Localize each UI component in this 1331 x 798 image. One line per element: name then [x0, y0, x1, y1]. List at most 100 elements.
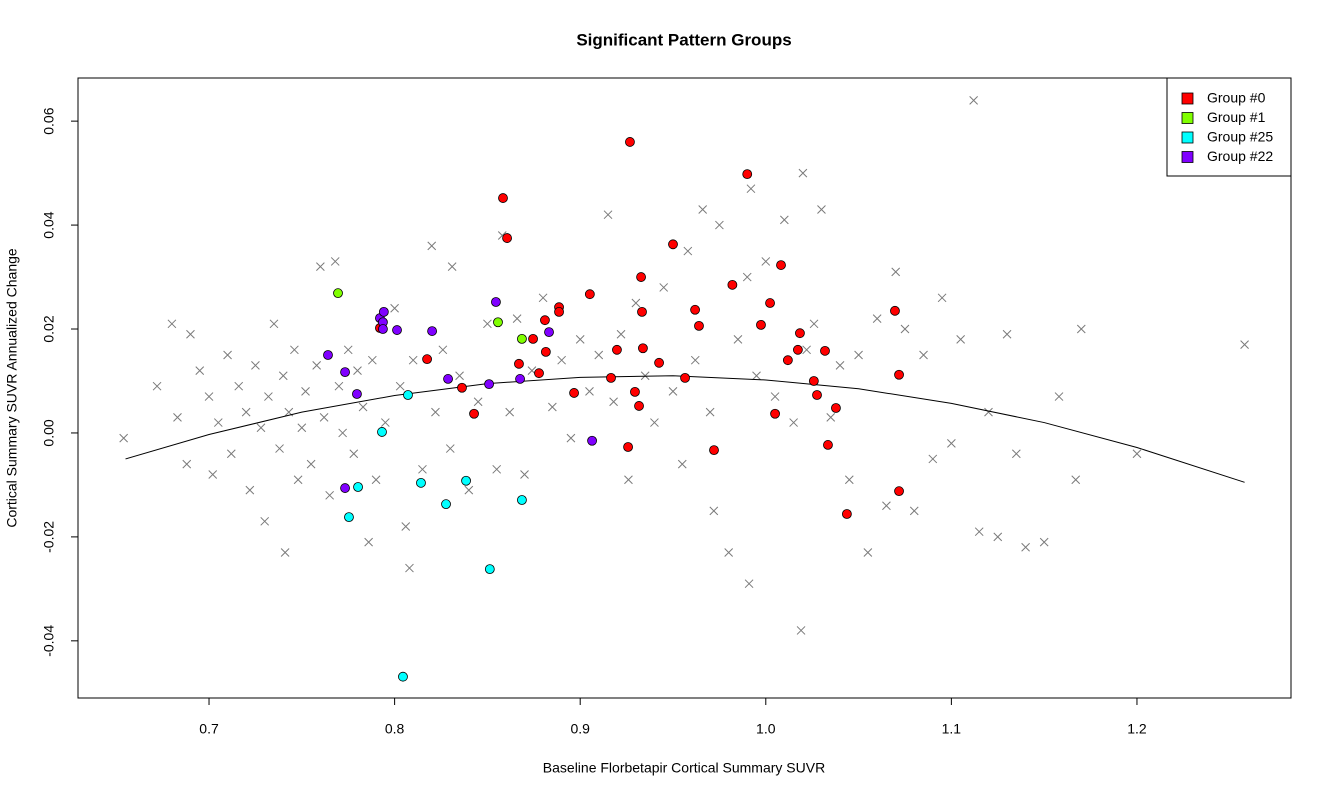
point-x: [538, 293, 548, 303]
point-x: [733, 335, 743, 344]
point: [392, 325, 402, 335]
point-x: [301, 387, 310, 396]
point-x: [464, 485, 474, 495]
point-x: [401, 522, 411, 531]
point: [630, 386, 640, 397]
point: [378, 306, 389, 317]
point-x: [796, 626, 806, 635]
point: [808, 376, 819, 386]
point-x: [1002, 329, 1012, 339]
point: [398, 671, 408, 682]
point-x: [709, 506, 719, 516]
point-x: [256, 423, 266, 433]
point-x: [173, 413, 182, 422]
point-x: [928, 454, 938, 464]
point: [540, 346, 551, 357]
point: [890, 305, 900, 316]
point-x: [798, 168, 808, 178]
point: [694, 320, 704, 331]
point-x: [319, 413, 329, 422]
y-tick-label: 0.06: [41, 107, 57, 134]
point-x: [770, 392, 780, 401]
point-x: [854, 350, 863, 360]
point-x: [395, 381, 405, 391]
point-x: [594, 350, 604, 360]
point-x: [293, 475, 303, 485]
point-x: [882, 501, 891, 511]
point: [742, 169, 753, 180]
point-x: [909, 506, 919, 516]
x-tick-label: 1.2: [1127, 721, 1147, 737]
point: [894, 486, 904, 497]
legend-label: Group #1: [1207, 109, 1266, 125]
point-x: [557, 355, 566, 365]
point-x: [492, 464, 502, 474]
point-x: [427, 241, 437, 251]
point-x: [746, 184, 756, 194]
point: [623, 442, 633, 452]
point-x: [1021, 542, 1030, 552]
point-x: [520, 470, 529, 479]
point-x: [1132, 449, 1142, 459]
point: [441, 499, 451, 510]
point: [841, 509, 852, 519]
point: [457, 382, 467, 393]
point: [517, 495, 527, 505]
point-x: [278, 371, 288, 381]
y-tick-label: 0.04: [41, 211, 57, 238]
point-x: [312, 361, 322, 370]
point-x: [698, 205, 708, 214]
point-x: [761, 257, 771, 266]
point: [540, 315, 550, 326]
point: [709, 445, 719, 456]
point: [612, 344, 622, 355]
point-x: [380, 418, 390, 427]
point-x: [752, 371, 761, 381]
point-x: [325, 490, 335, 500]
point-x: [182, 459, 192, 469]
point-x: [802, 345, 811, 355]
point: [403, 390, 413, 400]
point-x: [343, 345, 353, 355]
point: [340, 483, 350, 493]
point: [377, 427, 387, 437]
point: [502, 233, 512, 243]
point-x: [603, 210, 613, 220]
point: [638, 343, 648, 354]
point-x: [900, 324, 910, 334]
point-x: [269, 319, 279, 329]
point-x: [167, 319, 177, 329]
point-x: [1240, 340, 1249, 349]
y-tick-label: 0.02: [41, 315, 57, 342]
point-x: [297, 423, 307, 433]
point: [461, 475, 471, 486]
point: [831, 403, 841, 413]
point-x: [872, 314, 882, 323]
point: [668, 239, 678, 250]
point-x: [616, 329, 626, 339]
point-x: [835, 361, 845, 370]
point: [517, 333, 527, 344]
point-x: [119, 433, 129, 443]
legend-swatch: [1181, 112, 1194, 124]
point: [544, 327, 554, 338]
point: [795, 328, 805, 339]
point-x: [483, 319, 492, 329]
point-x: [455, 371, 464, 381]
point-x: [624, 475, 633, 485]
point-x: [390, 303, 399, 313]
point-x: [316, 262, 325, 272]
point-x: [505, 407, 515, 417]
legend-swatch: [1181, 151, 1194, 163]
y-tick-label: -0.02: [41, 521, 57, 553]
point: [427, 326, 438, 336]
point-x: [631, 298, 641, 308]
point-x: [438, 345, 448, 355]
point-x: [650, 418, 659, 427]
point-x: [1054, 392, 1064, 401]
point-x: [473, 397, 483, 407]
point: [606, 372, 616, 383]
point-x: [956, 335, 966, 344]
